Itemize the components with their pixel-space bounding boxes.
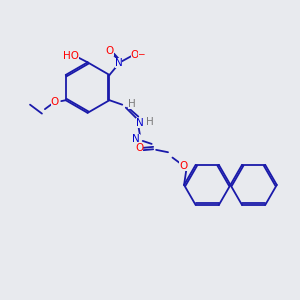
Text: N: N bbox=[132, 134, 140, 144]
Text: N: N bbox=[115, 58, 122, 68]
Text: H: H bbox=[128, 99, 136, 109]
Text: −: − bbox=[137, 49, 145, 58]
Text: O: O bbox=[105, 46, 114, 56]
Text: O: O bbox=[51, 97, 59, 107]
Text: O: O bbox=[130, 50, 139, 60]
Text: O: O bbox=[179, 161, 188, 172]
Text: HO: HO bbox=[63, 51, 79, 61]
Text: O: O bbox=[135, 143, 143, 153]
Text: H: H bbox=[146, 117, 154, 127]
Text: N: N bbox=[136, 118, 144, 128]
